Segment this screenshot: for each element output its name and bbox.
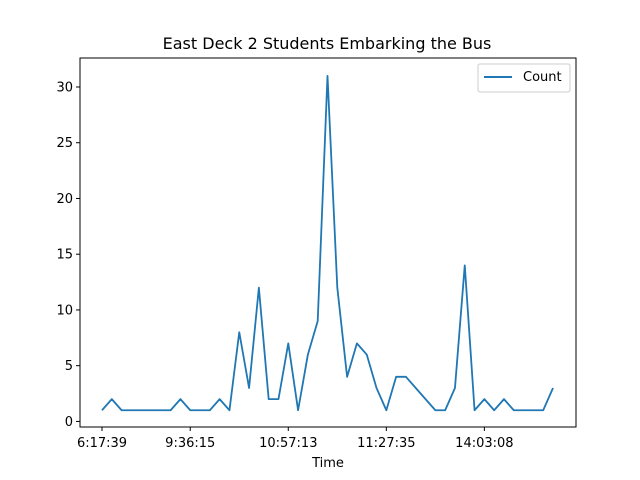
y-tick-label: 10 [56,303,73,318]
y-axis: 0 5 10 15 20 25 30 [56,80,80,430]
x-tick-label: 9:36:15 [165,436,215,451]
y-tick-label: 30 [56,80,73,95]
plot-area [101,74,554,412]
x-axis: 6:17:39 9:36:15 10:57:13 11:27:35 14:03:08 [77,427,514,451]
legend-box [477,63,571,93]
legend: Count [477,63,571,93]
axes-frame [79,57,577,428]
x-tick-label: 6:17:39 [77,436,127,451]
y-tick-label: 25 [56,136,73,151]
chart-title: East Deck 2 Students Embarking the Bus [163,34,492,53]
y-tick-label: 20 [56,192,73,207]
series-line-count [101,74,554,412]
y-tick-label: 15 [56,248,73,263]
x-tick-label: 10:57:13 [259,436,317,451]
legend-label-count: Count [523,70,562,85]
x-tick-label: 14:03:08 [455,436,513,451]
y-tick-label: 5 [65,359,73,374]
x-tick-label: 11:27:35 [357,436,415,451]
x-axis-label: Time [311,456,344,471]
y-tick-label: 0 [65,415,73,430]
